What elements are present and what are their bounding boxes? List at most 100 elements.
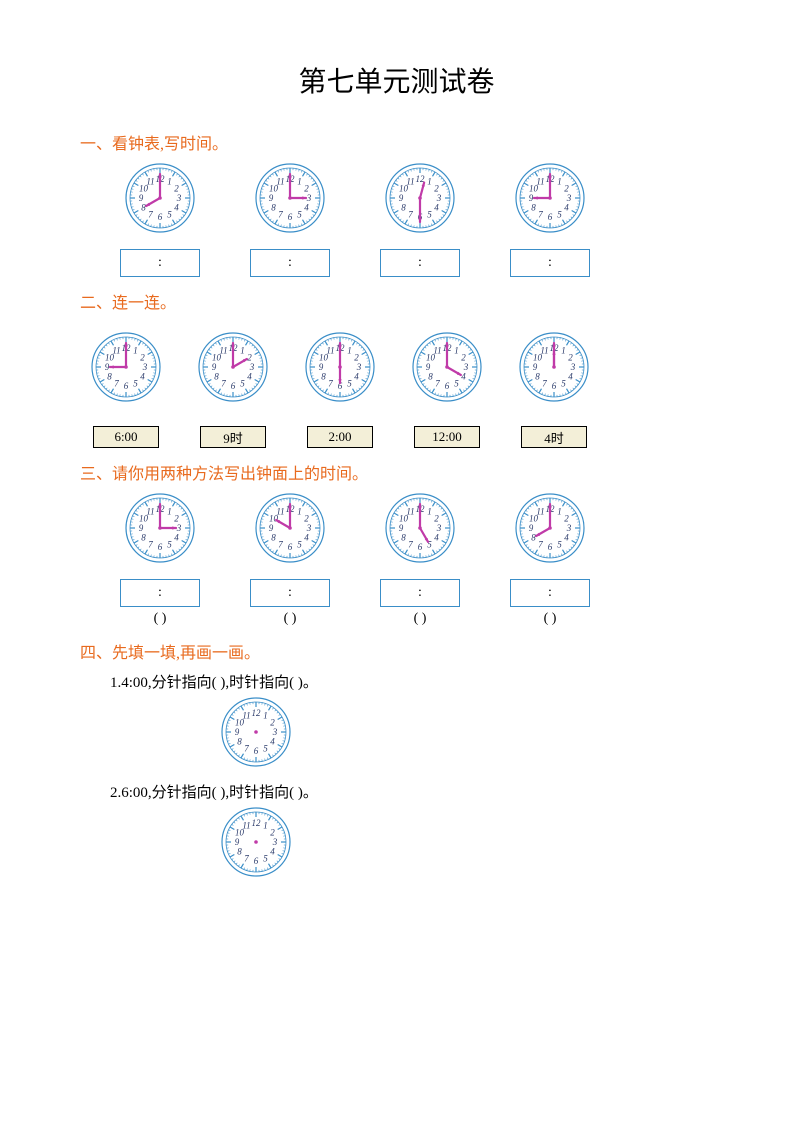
svg-text:11: 11	[276, 507, 284, 517]
s3-clock-2: 123456789101112	[384, 492, 456, 569]
svg-text:2: 2	[270, 828, 275, 838]
svg-text:1: 1	[167, 507, 172, 517]
svg-text:9: 9	[212, 362, 217, 372]
svg-text:6: 6	[124, 381, 129, 391]
svg-text:8: 8	[107, 372, 112, 382]
section1-clocks-row: 123456789101112: 123456789101112: 123456…	[120, 162, 713, 277]
svg-text:4: 4	[270, 737, 275, 747]
svg-text:11: 11	[540, 346, 548, 356]
svg-text:6: 6	[288, 542, 293, 552]
svg-text:8: 8	[531, 203, 536, 213]
svg-text:1: 1	[347, 346, 352, 356]
svg-text:1: 1	[557, 177, 562, 187]
s1-box-0[interactable]: :	[120, 249, 200, 277]
svg-text:4: 4	[174, 203, 179, 213]
s3-box-3[interactable]: :	[510, 579, 590, 607]
svg-text:9: 9	[269, 193, 274, 203]
svg-text:11: 11	[219, 346, 227, 356]
svg-text:9: 9	[319, 362, 324, 372]
section1-heading: 一、看钟表,写时间。	[80, 130, 713, 154]
svg-text:4: 4	[140, 372, 145, 382]
svg-text:11: 11	[406, 177, 414, 187]
s3-box-0[interactable]: :	[120, 579, 200, 607]
s1-box-1[interactable]: :	[250, 249, 330, 277]
svg-text:3: 3	[566, 193, 572, 203]
s3-paren-2[interactable]: ( )	[414, 611, 427, 627]
svg-text:11: 11	[433, 346, 441, 356]
s2-clock-0: 123456789101112	[90, 331, 162, 408]
svg-text:7: 7	[114, 378, 119, 388]
s2-clock-1: 123456789101112	[197, 331, 269, 408]
s4-clock-0[interactable]: 123456789101112	[220, 696, 713, 773]
svg-text:7: 7	[435, 378, 440, 388]
svg-text:1: 1	[557, 507, 562, 517]
s2-clock-2: 123456789101112	[304, 331, 376, 408]
s3-box-1[interactable]: :	[250, 579, 330, 607]
svg-text:2: 2	[304, 184, 309, 194]
svg-text:4: 4	[564, 533, 569, 543]
svg-text:3: 3	[176, 193, 182, 203]
svg-text:3: 3	[272, 727, 278, 737]
svg-text:9: 9	[399, 193, 404, 203]
svg-text:5: 5	[263, 743, 268, 753]
svg-text:8: 8	[141, 203, 146, 213]
svg-text:5: 5	[167, 209, 172, 219]
svg-text:7: 7	[328, 378, 333, 388]
s3-paren-0[interactable]: ( )	[154, 611, 167, 627]
svg-text:2: 2	[434, 514, 439, 524]
svg-text:1: 1	[297, 507, 302, 517]
svg-text:7: 7	[148, 539, 153, 549]
s1-clock-0: 123456789101112	[124, 162, 196, 239]
svg-text:11: 11	[406, 507, 414, 517]
svg-text:5: 5	[557, 209, 562, 219]
svg-text:6: 6	[158, 542, 163, 552]
svg-text:2: 2	[174, 514, 179, 524]
s3-clock-3: 123456789101112	[514, 492, 586, 569]
svg-text:6: 6	[418, 542, 423, 552]
svg-text:11: 11	[276, 177, 284, 187]
svg-text:8: 8	[237, 847, 242, 857]
svg-text:8: 8	[531, 533, 536, 543]
s3-clock-0: 123456789101112	[124, 492, 196, 569]
svg-text:7: 7	[408, 539, 413, 549]
svg-text:8: 8	[401, 203, 406, 213]
svg-text:7: 7	[244, 743, 249, 753]
svg-text:9: 9	[529, 523, 534, 533]
svg-text:2: 2	[354, 353, 359, 363]
svg-text:9: 9	[269, 523, 274, 533]
svg-text:11: 11	[536, 507, 544, 517]
svg-text:9: 9	[139, 523, 144, 533]
svg-text:1: 1	[167, 177, 172, 187]
svg-text:3: 3	[436, 523, 442, 533]
s3-paren-1[interactable]: ( )	[284, 611, 297, 627]
svg-text:3: 3	[570, 362, 576, 372]
s1-clock-3: 123456789101112	[514, 162, 586, 239]
svg-text:9: 9	[426, 362, 431, 372]
s4-clock-1[interactable]: 123456789101112	[220, 806, 713, 883]
svg-text:1: 1	[427, 507, 432, 517]
svg-text:2: 2	[270, 718, 275, 728]
section4-heading: 四、先填一填,再画一画。	[80, 639, 713, 663]
svg-text:5: 5	[427, 209, 432, 219]
svg-text:11: 11	[326, 346, 334, 356]
s3-box-2[interactable]: :	[380, 579, 460, 607]
s4-q1: 1.4:00,分针指向( ),时针指向( )。	[110, 671, 713, 692]
svg-text:1: 1	[427, 177, 432, 187]
svg-text:6: 6	[288, 212, 293, 222]
svg-text:7: 7	[148, 209, 153, 219]
svg-text:12: 12	[252, 818, 262, 828]
svg-text:6: 6	[231, 381, 236, 391]
svg-text:5: 5	[454, 378, 459, 388]
page-title: 第七单元测试卷	[80, 60, 713, 100]
svg-text:4: 4	[247, 372, 252, 382]
svg-text:1: 1	[263, 711, 268, 721]
s1-box-2[interactable]: :	[380, 249, 460, 277]
svg-text:11: 11	[146, 507, 154, 517]
s1-box-3[interactable]: :	[510, 249, 590, 277]
svg-text:6: 6	[254, 856, 259, 866]
s3-paren-3[interactable]: ( )	[544, 611, 557, 627]
section3-clocks-row: 123456789101112:( ) 123456789101112:( ) …	[120, 492, 713, 627]
svg-text:5: 5	[347, 378, 352, 388]
svg-text:4: 4	[174, 533, 179, 543]
s4-q2: 2.6:00,分针指向( ),时针指向( )。	[110, 781, 713, 802]
